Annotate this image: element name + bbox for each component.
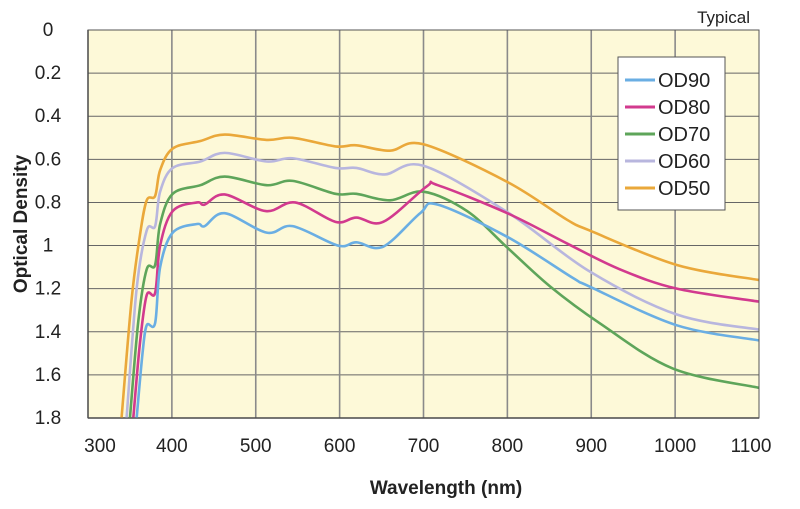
series-line-od80 xyxy=(131,180,759,418)
y-tick-label: 0.8 xyxy=(35,192,61,213)
y-tick-label: 1.4 xyxy=(35,322,62,343)
legend: OD90 OD80 OD70 OD60 OD50 xyxy=(617,56,726,211)
x-tick-label: 1100 xyxy=(731,436,772,457)
series-lines xyxy=(120,133,759,418)
x-tick-label: 1000 xyxy=(654,436,696,457)
x-tick-label: 400 xyxy=(156,436,188,457)
x-tick-label: 500 xyxy=(240,436,272,457)
series-line-od90 xyxy=(135,201,759,418)
y-tick-labels: 0 0.2 0.4 0.6 0.8 1 1.2 1.4 1.6 1.8 xyxy=(35,20,62,429)
series-line-od70 xyxy=(128,175,759,418)
plot-frame xyxy=(87,29,760,419)
y-tick-label: 0 xyxy=(43,20,54,41)
legend-label: OD70 xyxy=(658,124,710,146)
y-tick-label: 0.2 xyxy=(35,63,61,84)
legend-label: OD90 xyxy=(658,70,710,92)
x-tick-labels: 300 400 500 600 700 800 900 1000 1100 xyxy=(84,436,771,457)
x-tick-label: 700 xyxy=(408,436,440,457)
legend-label: OD80 xyxy=(658,97,710,119)
y-axis-label: Optical Density xyxy=(11,154,32,293)
y-tick-label: 1.6 xyxy=(35,365,61,386)
y-tick-label: 1 xyxy=(43,236,54,257)
legend-label: OD60 xyxy=(658,151,710,173)
x-tick-label: 300 xyxy=(84,436,116,457)
y-tick-label: 1.2 xyxy=(35,279,61,300)
x-tick-label: 900 xyxy=(575,436,607,457)
legend-label: OD50 xyxy=(658,178,710,200)
y-tick-label: 0.4 xyxy=(35,106,62,127)
x-axis-label: Wavelength (nm) xyxy=(370,478,522,499)
series-line-od60 xyxy=(125,151,759,418)
y-tick-label: 0.6 xyxy=(35,149,61,170)
y-tick-label: 1.8 xyxy=(35,408,61,429)
x-tick-label: 600 xyxy=(324,436,356,457)
typical-annotation: Typical xyxy=(697,8,750,27)
x-tick-label: 800 xyxy=(492,436,524,457)
series-line-od50 xyxy=(120,133,759,418)
